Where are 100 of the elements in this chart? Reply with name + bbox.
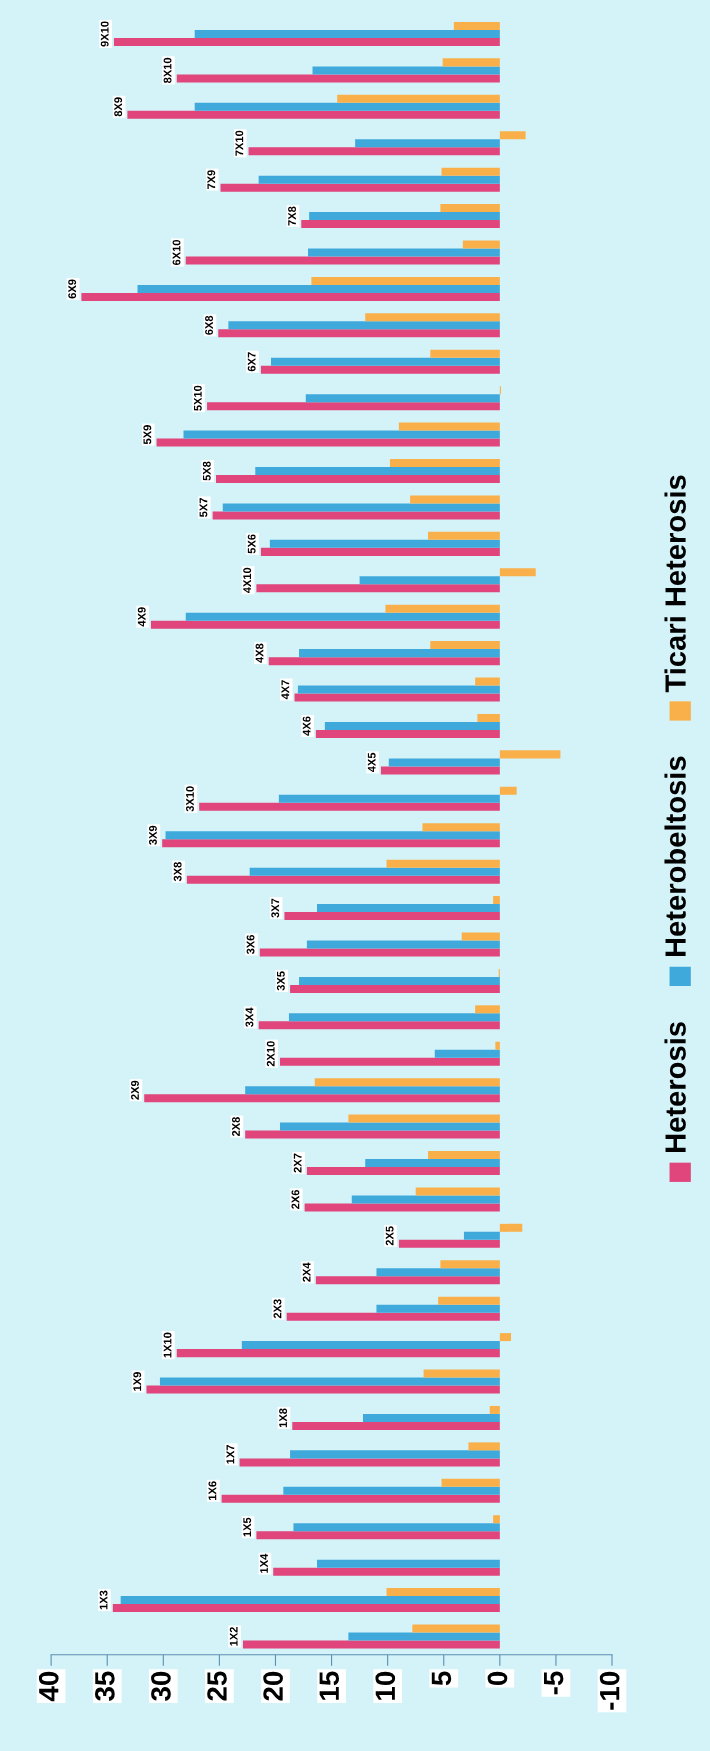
bar <box>440 204 500 213</box>
bar <box>398 422 500 431</box>
bar <box>376 1268 500 1277</box>
bar <box>477 713 500 722</box>
bar <box>376 1304 500 1313</box>
y-tick-label: 4X5 <box>367 752 376 773</box>
bar <box>434 1049 500 1058</box>
x-tick-label: -5 <box>544 1671 564 1695</box>
y-tick-label: 5X8 <box>202 461 211 481</box>
bar <box>221 1494 500 1503</box>
x-tick-label: 40 <box>38 1671 59 1702</box>
bar <box>165 831 500 840</box>
y-tick-label: 7X8 <box>288 206 296 226</box>
text: Ticari Heterosis <box>664 475 686 693</box>
bar <box>186 875 500 884</box>
bar <box>398 1239 500 1248</box>
y-tick-label: 1X9 <box>133 1372 142 1391</box>
bar <box>150 620 500 629</box>
bar <box>430 641 500 650</box>
y-tick-label: 4X7 <box>281 680 290 700</box>
bar <box>410 495 500 504</box>
bar <box>127 110 500 119</box>
bar <box>81 292 500 301</box>
x-tick-label: 35 <box>95 1671 115 1701</box>
bar <box>442 58 500 67</box>
bar <box>453 21 500 30</box>
bar <box>362 1413 500 1422</box>
bar <box>461 932 500 941</box>
text: Heterobeltosis <box>664 756 686 957</box>
bar <box>283 1486 500 1495</box>
bar <box>316 904 500 913</box>
y-tick-label: 4X9 <box>137 607 146 627</box>
bar <box>249 867 500 876</box>
bar <box>299 976 500 985</box>
bar <box>304 1203 500 1212</box>
bar <box>256 1531 500 1540</box>
bar <box>228 321 500 330</box>
bar <box>279 1057 500 1066</box>
x-tick-label: 0 <box>487 1671 508 1686</box>
bar <box>212 511 500 520</box>
bar <box>292 1421 500 1430</box>
y-tick-label: 5X10 <box>193 385 202 411</box>
bar <box>269 539 500 548</box>
y-tick-label: 2X4 <box>302 1262 311 1282</box>
bar <box>222 503 500 512</box>
y-tick-label: 2X6 <box>291 1189 300 1209</box>
bar <box>386 1588 500 1597</box>
bar <box>312 66 500 75</box>
bar <box>255 467 500 476</box>
bar <box>499 1333 512 1342</box>
bar <box>380 766 500 775</box>
y-tick-label: 4X8 <box>255 643 264 663</box>
bar <box>284 912 500 921</box>
bar <box>308 248 500 257</box>
bar <box>440 1260 500 1269</box>
bar <box>495 1041 500 1050</box>
bar <box>268 657 500 666</box>
y-tick-label: 2X5 <box>385 1226 394 1246</box>
bar <box>386 859 500 868</box>
bar <box>315 1276 500 1285</box>
y-tick-label: 1X2 <box>229 1627 238 1646</box>
bar <box>365 313 500 322</box>
bar <box>260 547 500 556</box>
bar <box>194 102 500 111</box>
y-tick-label: 5X6 <box>247 534 256 554</box>
bar <box>365 1159 500 1168</box>
bar <box>314 1078 500 1087</box>
bar <box>185 612 500 621</box>
bar <box>388 758 500 767</box>
bar <box>351 1195 500 1204</box>
bar <box>113 37 500 46</box>
bar <box>428 1151 500 1160</box>
bar <box>220 183 500 192</box>
bar <box>256 584 500 593</box>
bar <box>499 786 517 795</box>
y-tick-label: 1X5 <box>243 1517 252 1537</box>
bar <box>468 1442 500 1451</box>
bar <box>260 365 500 374</box>
bar <box>415 1187 500 1196</box>
y-tick-label: 3X7 <box>271 898 280 918</box>
x-tick-label: 30 <box>151 1671 171 1701</box>
y-tick-label: 8X9 <box>114 97 123 117</box>
bar <box>462 240 500 249</box>
bar <box>493 896 500 905</box>
bar <box>288 1013 500 1022</box>
bar <box>475 1005 500 1014</box>
bar <box>112 1604 500 1613</box>
y-tick-label: 5X9 <box>143 425 152 445</box>
bar <box>176 74 500 83</box>
bar <box>245 1086 500 1095</box>
bar <box>207 402 500 411</box>
y-tick-label: 4X10 <box>243 567 252 594</box>
y-tick-label: 2X9 <box>131 1080 139 1100</box>
y-tick-label: 3X5 <box>276 971 285 991</box>
y-tick-label: 2X3 <box>273 1299 282 1319</box>
y-tick-label: 6X10 <box>172 239 181 266</box>
bar <box>185 256 500 265</box>
bar <box>146 1385 500 1394</box>
x-tick-label: -10 <box>599 1671 620 1710</box>
bar <box>183 430 500 439</box>
